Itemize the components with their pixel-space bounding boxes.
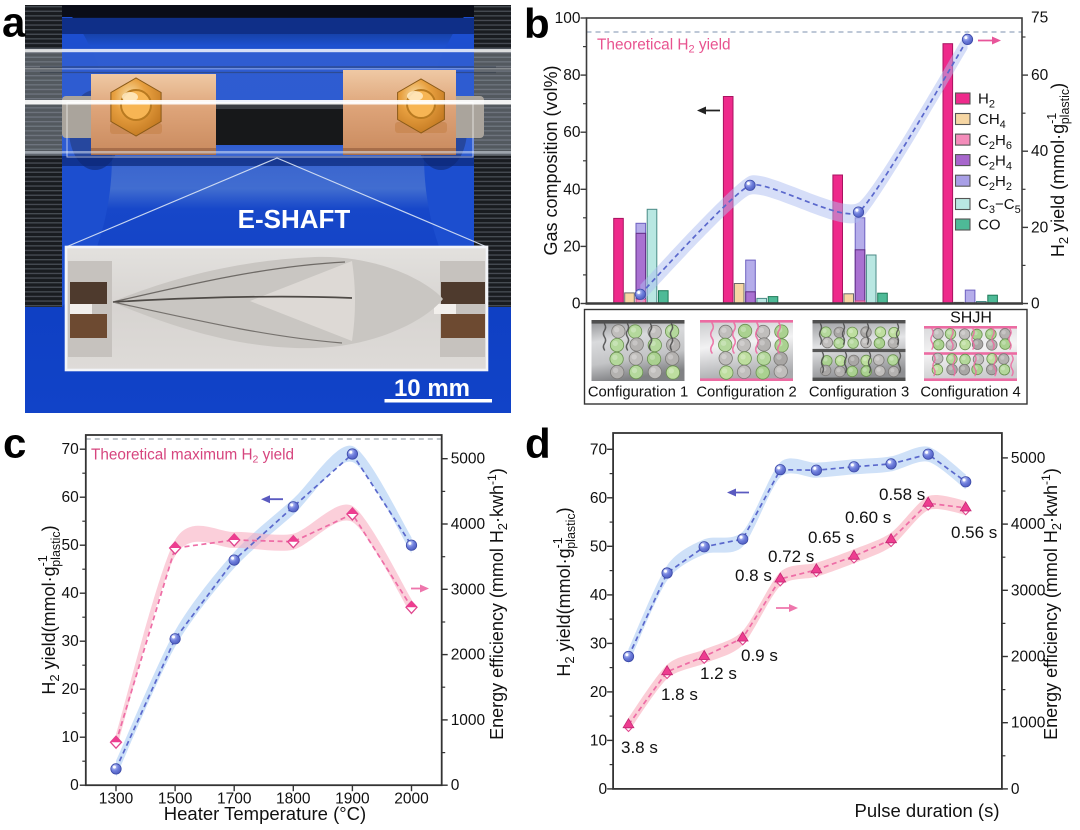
svg-text:C2H6: C2H6 [978,132,1012,152]
svg-text:100: 100 [555,10,581,27]
svg-text:Configuration 2: Configuration 2 [696,385,796,401]
svg-text:1000: 1000 [1011,715,1046,732]
svg-text:c: c [3,420,26,467]
svg-text:C2H2: C2H2 [978,173,1012,193]
svg-text:Theoretical H2 yield: Theoretical H2 yield [597,37,731,56]
svg-text:40: 40 [1031,143,1049,160]
svg-text:H2 yield(mmol·g-1plastic): H2 yield(mmol·g-1plastic) [36,525,63,694]
svg-text:1800: 1800 [276,791,311,808]
svg-text:Heater Temperature (°C): Heater Temperature (°C) [164,803,366,824]
svg-text:H2 yield (mmol·g-1plastic): H2 yield (mmol·g-1plastic) [1045,83,1072,257]
svg-text:0.72 s: 0.72 s [768,547,814,566]
svg-text:10: 10 [590,732,608,749]
svg-text:3000: 3000 [1011,582,1046,599]
svg-text:10 mm: 10 mm [394,375,470,402]
svg-text:20: 20 [563,238,581,255]
svg-text:5000: 5000 [451,451,486,468]
svg-text:0: 0 [451,777,460,794]
svg-text:60: 60 [1031,67,1049,84]
svg-text:30: 30 [590,635,608,652]
svg-text:C2H4: C2H4 [978,152,1012,172]
svg-text:40: 40 [563,181,581,198]
svg-text:80: 80 [563,67,581,84]
svg-text:E-SHAFT: E-SHAFT [238,204,351,234]
svg-text:3.8 s: 3.8 s [621,738,658,757]
svg-text:50: 50 [590,538,608,555]
svg-text:70: 70 [62,441,80,458]
svg-text:20: 20 [1031,219,1049,236]
svg-text:1000: 1000 [451,712,486,729]
svg-text:40: 40 [590,587,608,604]
svg-text:1.8 s: 1.8 s [661,685,698,704]
svg-text:2000: 2000 [451,647,486,664]
svg-text:0.8 s: 0.8 s [735,566,772,585]
svg-text:0: 0 [598,781,607,798]
svg-text:70: 70 [590,441,608,458]
svg-text:a: a [2,0,26,46]
svg-text:0.56 s: 0.56 s [951,523,997,542]
svg-text:0: 0 [70,777,79,794]
svg-text:Configuration 3: Configuration 3 [809,385,909,401]
svg-text:3000: 3000 [451,581,486,598]
svg-text:0: 0 [1031,296,1040,313]
svg-text:Theoretical maximum H2 yield: Theoretical maximum H2 yield [91,447,294,466]
svg-text:10: 10 [62,729,80,746]
svg-text:Energy efficiency (mmol H2·kwh: Energy efficiency (mmol H2·kwh-1) [485,468,510,740]
svg-text:60: 60 [590,490,608,507]
svg-text:d: d [525,420,551,467]
svg-text:20: 20 [62,681,80,698]
svg-text:30: 30 [62,633,80,650]
svg-text:1300: 1300 [99,791,134,808]
svg-text:2000: 2000 [1011,649,1046,666]
svg-text:60: 60 [563,124,581,141]
svg-text:Configuration 1: Configuration 1 [588,385,688,401]
svg-text:40: 40 [62,585,80,602]
svg-text:CH4: CH4 [978,111,1006,131]
svg-text:0.58 s: 0.58 s [879,485,925,504]
svg-text:b: b [524,0,550,47]
svg-text:4000: 4000 [1011,516,1046,533]
svg-text:1700: 1700 [217,791,252,808]
svg-text:60: 60 [62,489,80,506]
svg-text:C3−C5: C3−C5 [978,196,1021,216]
svg-text:H2 yield(mmol·g-1plastic): H2 yield(mmol·g-1plastic) [551,507,578,676]
svg-text:0.60 s: 0.60 s [845,508,891,527]
svg-text:1900: 1900 [335,791,370,808]
svg-text:50: 50 [62,537,80,554]
svg-text:0.9 s: 0.9 s [741,646,778,665]
svg-text:SHJH: SHJH [950,310,992,327]
svg-text:CO: CO [978,217,1001,234]
svg-text:Gas composition (vol%): Gas composition (vol%) [541,65,561,255]
svg-text:0: 0 [572,296,581,313]
svg-text:Pulse duration (s): Pulse duration (s) [855,800,1000,821]
svg-text:Configuration 4: Configuration 4 [920,385,1020,401]
svg-text:Energy efficiency (mmol H2·kwh: Energy efficiency (mmol H2·kwh-1) [1039,468,1064,740]
svg-text:1.2 s: 1.2 s [700,664,737,683]
svg-text:1500: 1500 [158,791,193,808]
svg-text:75: 75 [1031,10,1048,27]
svg-text:0.65 s: 0.65 s [808,528,854,547]
svg-text:4000: 4000 [451,516,486,533]
svg-text:5000: 5000 [1011,450,1046,467]
svg-text:20: 20 [590,684,608,701]
svg-text:0: 0 [1011,781,1020,798]
svg-text:2000: 2000 [394,791,429,808]
